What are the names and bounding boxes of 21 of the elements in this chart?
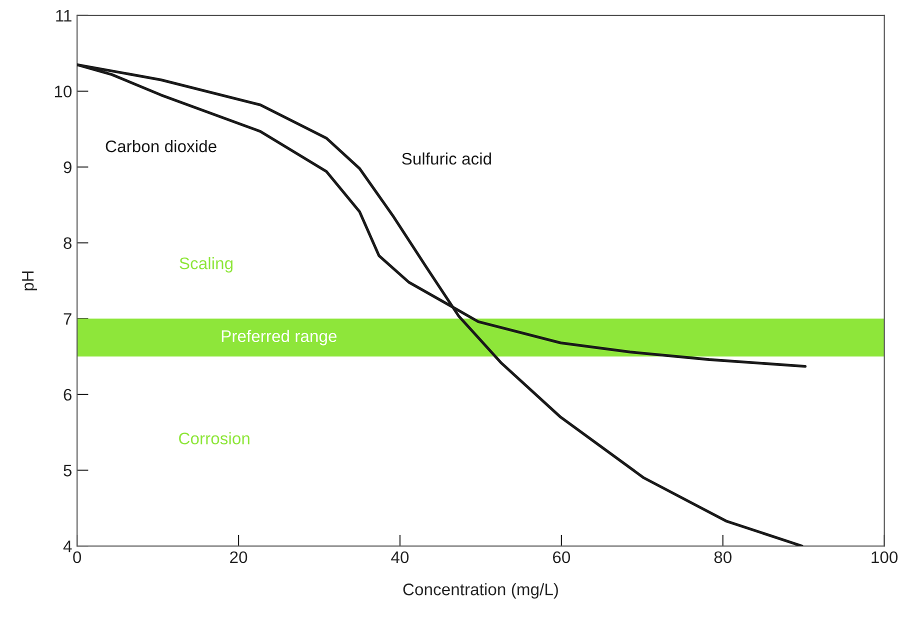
x-tick-label: 60 — [553, 551, 570, 564]
y-tick-label: 10 — [54, 86, 72, 98]
x-tick-label: 0 — [73, 551, 82, 564]
y-axis-title: pH — [22, 271, 38, 290]
y-tick-label: 11 — [56, 10, 72, 22]
x-tick-label: 100 — [872, 551, 898, 564]
x-tick-label: 40 — [391, 551, 409, 564]
x-tick-label: 80 — [714, 551, 732, 564]
y-tick-label: 4 — [63, 540, 72, 552]
band-label: Preferred range — [222, 330, 337, 346]
series-label: Carbon dioxide — [106, 140, 216, 152]
y-tick-label: 5 — [64, 464, 72, 476]
text: Sulfuric acid — [402, 152, 491, 165]
y-tick-label: 9 — [64, 161, 72, 174]
x-tick-label: 20 — [230, 551, 248, 564]
y-tick-label: 6 — [64, 388, 72, 401]
y-tick-label: 7 — [64, 313, 72, 325]
y-tick-label: 8 — [64, 237, 72, 250]
annotation: Corrosion — [179, 432, 250, 444]
annotation: Scaling — [180, 257, 233, 273]
x-axis-title: Concentration (mg/L) — [403, 583, 558, 599]
